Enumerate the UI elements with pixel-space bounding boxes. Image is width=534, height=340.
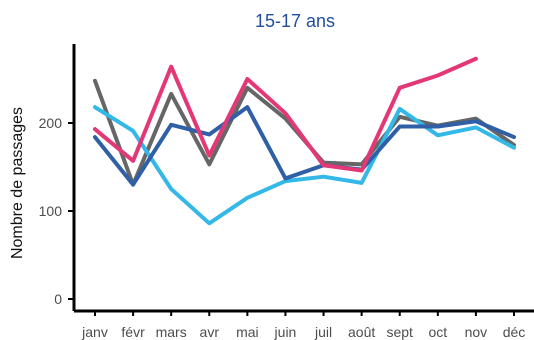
x-tick-label: juil [314,324,332,340]
x-tick-label: déc [503,324,526,340]
x-tick-label: nov [465,324,488,340]
y-axis-label: Nombre de passages [9,107,26,259]
series-line-3 [93,105,516,187]
x-tick-label: mars [156,324,187,340]
series-line-2 [93,105,516,226]
x-tick-label: sept [386,324,413,340]
series-line-4 [93,56,478,173]
chart-title: 15-17 ans [255,11,335,31]
x-ticks: janv févr mars avr mai juin juil août sept oct nov… [81,311,525,340]
y-tick-label: 200 [39,115,63,131]
x-tick-label: mai [236,324,259,340]
x-tick-label: avr [200,324,220,340]
y-tick-label: 0 [54,291,62,307]
x-tick-label: févr [121,324,145,340]
x-tick-label: oct [428,324,447,340]
y-axis-label-group: Nombre de passages [9,107,26,259]
x-tick-label: août [348,324,375,340]
x-tick-label: janv [81,324,108,340]
y-ticks: 0 100 200 [39,115,74,307]
y-tick-label: 100 [39,203,63,219]
chart-title-group: 15-17 ans [255,11,335,31]
series-lines [93,56,516,226]
x-tick-label: juin [274,324,297,340]
